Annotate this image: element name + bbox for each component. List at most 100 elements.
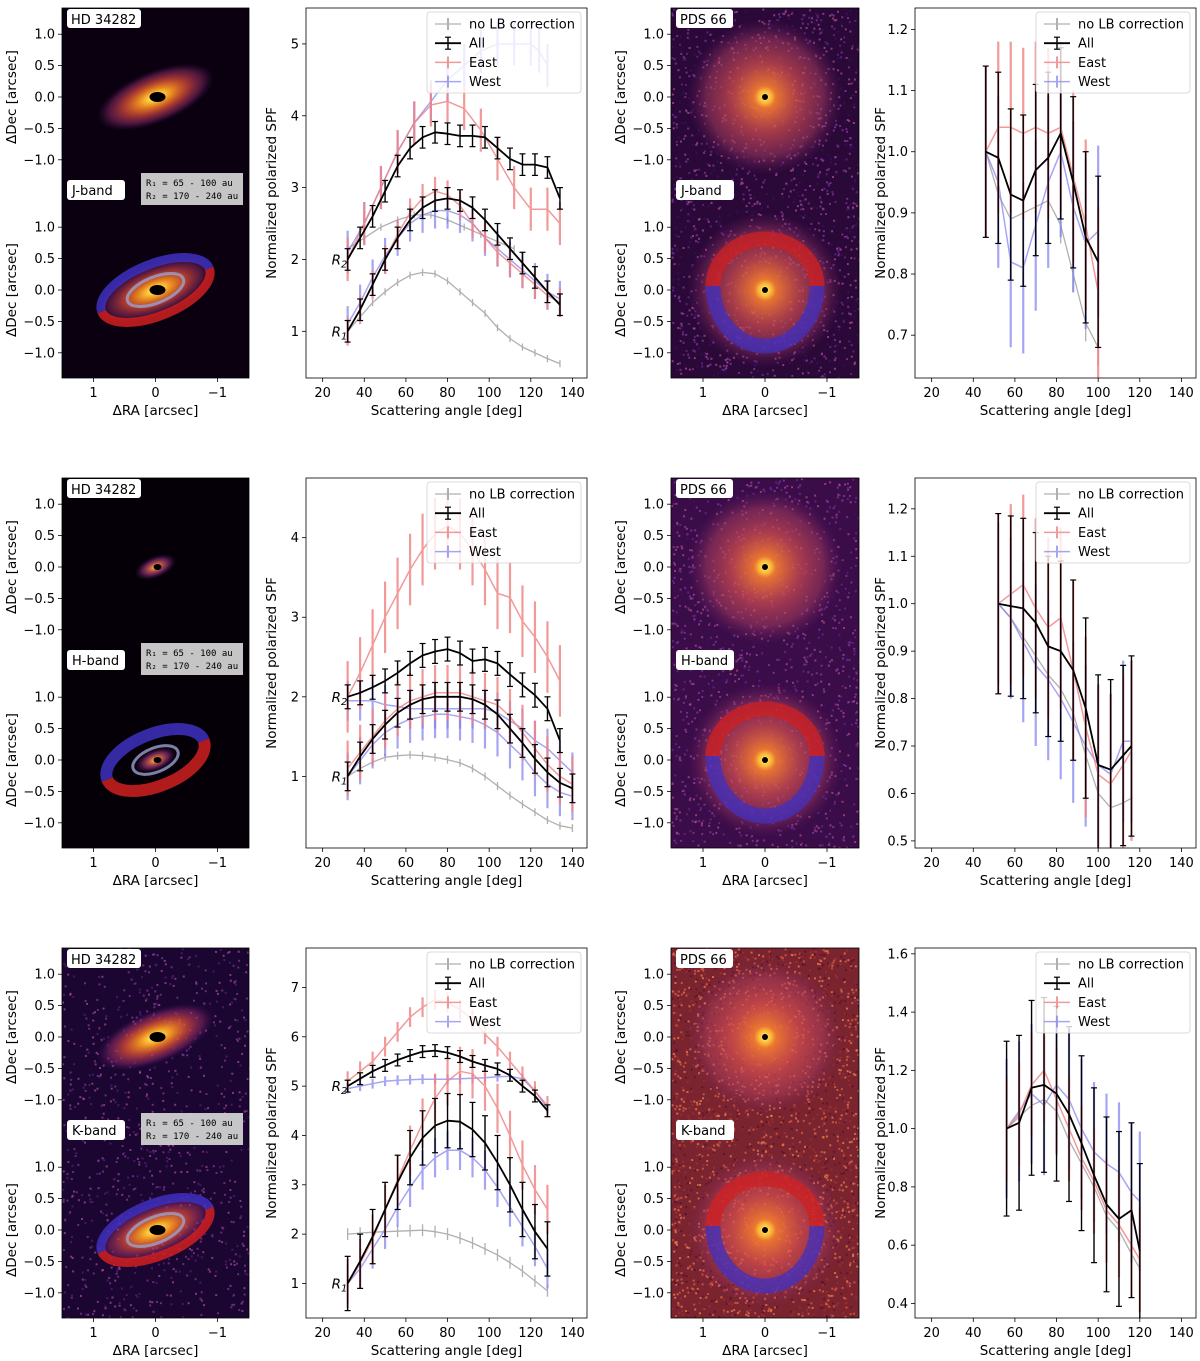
- image-ytick: −0.5: [23, 592, 55, 607]
- image-xtick: −1: [817, 856, 836, 871]
- image-ytick: −1.0: [23, 1093, 55, 1108]
- image-ylabel: ΔDec [arcsec]: [4, 713, 20, 807]
- image-xtick: 0: [761, 1326, 769, 1341]
- x-tick-label: 100: [1086, 386, 1111, 401]
- image-ytick: 0.0: [643, 1224, 664, 1239]
- image-xtick: −1: [208, 386, 227, 401]
- target-label: HD 34282: [67, 9, 141, 28]
- image-ytick: 1.0: [34, 968, 55, 983]
- series-line: [347, 754, 573, 829]
- x-tick-label: 140: [1169, 1326, 1194, 1341]
- image-xtick: −1: [817, 386, 836, 401]
- series-line: [997, 603, 1132, 776]
- legend-swatch: [435, 545, 461, 558]
- image-ytick: 0.0: [643, 91, 664, 106]
- series-all-r1: [344, 681, 576, 804]
- image-ytick: 0.0: [34, 91, 55, 106]
- star-mask: [153, 757, 162, 763]
- legend-label: All: [1078, 37, 1094, 52]
- legend-swatch: [1044, 488, 1070, 500]
- x-tick-label: 120: [1127, 1326, 1152, 1341]
- x-tick-label: 20: [923, 856, 940, 871]
- x-tick-label: 40: [965, 386, 982, 401]
- x-axis-label: Scattering angle [deg]: [371, 1343, 523, 1359]
- y-tick-label: 1.2: [887, 23, 908, 38]
- band-label-text: K-band: [72, 1124, 117, 1139]
- legend-label: East: [1078, 526, 1106, 541]
- y-tick-label: 1.2: [887, 1064, 908, 1079]
- x-tick-label: 120: [1127, 856, 1152, 871]
- east-annulus-mask: [97, 266, 215, 327]
- r2-label: R2: [332, 1079, 348, 1097]
- image-ytick: −1.0: [632, 816, 664, 831]
- legend-label: no LB correction: [469, 958, 575, 973]
- west-annulus-mask: [96, 253, 214, 314]
- image-ytick: −0.5: [632, 122, 664, 137]
- legend-label: West: [1078, 75, 1110, 90]
- image-ylabel: ΔDec [arcsec]: [613, 990, 629, 1084]
- series-line: [347, 648, 561, 741]
- image-ytick: −1.0: [632, 1286, 664, 1301]
- y-tick-label: 0.7: [887, 329, 908, 344]
- star-mask: [762, 287, 768, 293]
- x-tick-label: 60: [398, 856, 415, 871]
- image-xtick: 1: [699, 386, 707, 401]
- x-axis-label: Scattering angle [deg]: [980, 1343, 1132, 1359]
- image-ytick: 0.5: [34, 529, 55, 544]
- image-ytick: 1.0: [34, 498, 55, 513]
- y-tick-label: 1: [291, 1277, 299, 1292]
- west-annulus-mask: [100, 723, 210, 782]
- plot-area: [1003, 996, 1143, 1318]
- legend-swatch: [435, 18, 461, 30]
- legend-label: West: [1078, 1015, 1110, 1030]
- series-west-r1: [346, 1130, 549, 1304]
- image-ytick: −0.5: [632, 315, 664, 330]
- image-ytick: 1.0: [34, 691, 55, 706]
- legend-label: All: [469, 507, 485, 522]
- image-ytick: 0.5: [643, 59, 664, 74]
- y-axis-label: Normalized polarized SPF: [873, 107, 889, 279]
- image-xtick: 1: [699, 1326, 707, 1341]
- target-label: PDS 66: [676, 949, 733, 968]
- x-tick-label: 140: [560, 856, 585, 871]
- y-tick-label: 1.0: [887, 597, 908, 612]
- y-tick-label: 4: [291, 109, 299, 124]
- star-mask: [762, 757, 768, 763]
- x-tick-label: 40: [965, 1326, 982, 1341]
- image-ytick: 0.5: [34, 722, 55, 737]
- y-tick-label: 0.6: [887, 787, 908, 802]
- image-xtick: 0: [151, 856, 159, 871]
- x-tick-label: 80: [439, 386, 456, 401]
- legend-swatch: [1044, 976, 1070, 990]
- east-annulus-mask: [705, 231, 825, 287]
- annulus-r1-text: R₁ = 65 - 100 au: [146, 1119, 233, 1129]
- pds66-spf-chart-0: 20 40 60 80 100 120 140 0.7 0.8 0.9 1.0 1.1 1.2 Scatt…: [873, 7, 1197, 419]
- image-ytick: 1.0: [34, 221, 55, 236]
- legend-swatch: [435, 36, 461, 50]
- image-xtick: −1: [817, 1326, 836, 1341]
- image-xtick: 1: [89, 1326, 97, 1341]
- x-tick-label: 120: [518, 386, 543, 401]
- image-xlabel: ΔRA [arcsec]: [113, 1343, 199, 1359]
- annulus-r2-text: R₂ = 170 - 240 au: [146, 662, 238, 672]
- annulus-legend: R₁ = 65 - 100 au R₂ = 170 - 240 au: [141, 173, 243, 205]
- series-all-r2: [344, 120, 563, 271]
- inner-annulus-mask: [125, 1212, 186, 1248]
- x-tick-label: 20: [314, 856, 331, 871]
- annulus-legend: R₁ = 65 - 100 au R₂ = 170 - 240 au: [141, 1113, 243, 1145]
- band-label: K-band: [676, 1120, 734, 1140]
- x-tick-label: 60: [1007, 856, 1024, 871]
- legend-swatch: [1044, 996, 1070, 1009]
- series-east-r2: [346, 489, 562, 733]
- image-ytick: 0.0: [34, 1031, 55, 1046]
- x-tick-label: 100: [1086, 1326, 1111, 1341]
- series-no-lb-correction-r1: [346, 268, 561, 368]
- target-label: HD 34282: [67, 479, 141, 498]
- star-mask: [153, 564, 162, 570]
- legend-label: All: [469, 977, 485, 992]
- series-line: [997, 583, 1133, 785]
- image-xlabel: ΔRA [arcsec]: [113, 873, 199, 889]
- axes-frame: [914, 477, 1197, 849]
- y-tick-label: 0.8: [887, 692, 908, 707]
